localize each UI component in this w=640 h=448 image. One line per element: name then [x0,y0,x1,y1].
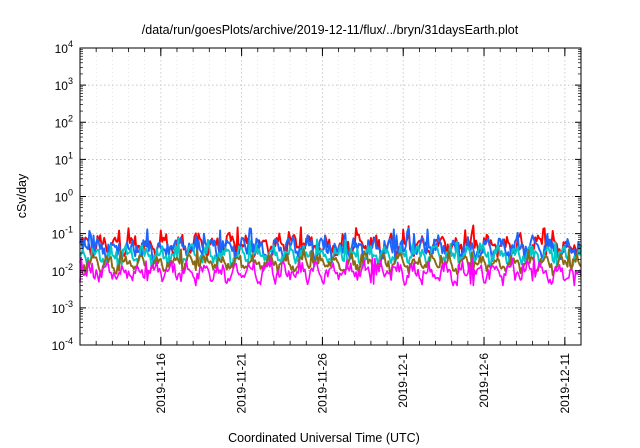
x-axis: 2019-11-16 2019-11-21 2019-11-26 2019-12-1 2… [79,48,582,414]
x-tick-label: 2019-11-26 [315,353,329,414]
y-tick-label: 10-2 [52,262,73,279]
x-axis-label: Coordinated Universal Time (UTC) [228,431,420,445]
x-tick-label: 2019-12-11 [558,353,572,414]
y-axis: 10-4 10-3 10-2 10-1 100 101 102 103 104 [52,39,581,353]
series-line [79,237,582,269]
y-tick-label: 100 [55,188,73,205]
y-tick-label: 10-3 [52,299,73,316]
y-tick-label: 103 [55,76,73,93]
y-tick-label: 102 [55,113,73,130]
series-layer [79,224,582,287]
x-tick-label: 2019-12-6 [477,353,491,408]
x-tick-label: 2019-12-1 [396,353,410,408]
y-tick-label: 104 [55,39,73,56]
y-tick-label: 101 [55,150,73,167]
series-line [79,256,582,287]
chart-title: /data/run/goesPlots/archive/2019-12-11/f… [142,23,519,37]
plot-frame [79,47,582,346]
x-tick-label: 2019-11-16 [154,353,168,414]
x-tick-label: 2019-11-21 [235,353,249,414]
y-tick-label: 10-1 [52,225,73,242]
y-axis-label: cSv/day [15,173,29,218]
grid [80,48,581,345]
y-tick-label: 10-4 [52,336,73,353]
series-line [79,248,582,277]
